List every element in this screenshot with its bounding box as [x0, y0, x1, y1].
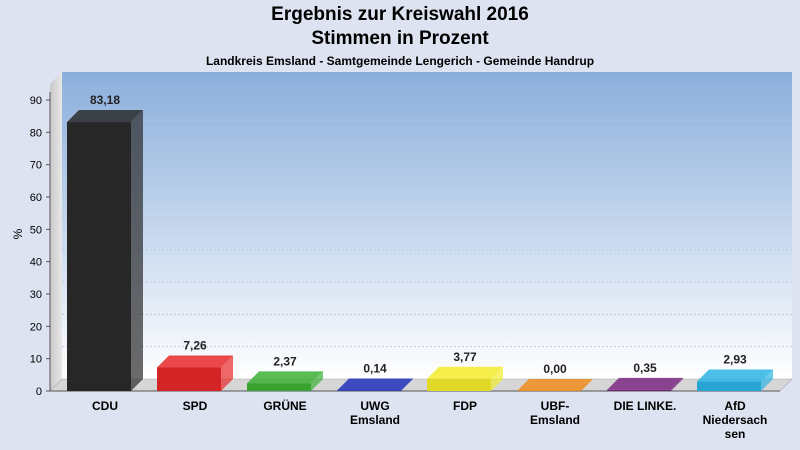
bar-top [337, 378, 413, 391]
bar-top [67, 110, 143, 123]
bar [67, 110, 143, 392]
bar-shade [427, 378, 491, 391]
value-label: 0,14 [363, 362, 387, 376]
y-tick-label: 50 [30, 224, 42, 236]
y-tick-label: 10 [30, 354, 42, 366]
bar [697, 369, 773, 391]
x-tick-label-line: CDU [92, 399, 118, 413]
bar [157, 355, 233, 391]
value-label: 3,77 [453, 350, 477, 364]
bar-shade [607, 389, 671, 391]
x-tick-label-line: GRÜNE [263, 398, 306, 413]
bar-front [157, 367, 221, 391]
bar-front [607, 389, 671, 391]
x-tick-label-line: DIE LINKE. [614, 399, 677, 413]
x-tick-label: CDU [92, 399, 118, 413]
x-tick-label-line: Emsland [530, 413, 580, 427]
bar-top [247, 371, 323, 384]
chart-subtitle: Landkreis Emsland - Samtgemeinde Lengeri… [205, 54, 595, 68]
y-tick-label: 30 [30, 289, 42, 301]
bar [247, 371, 323, 391]
y-tick-label: 40 [30, 257, 42, 269]
x-tick-label: GRÜNE [263, 398, 306, 413]
y-tick-label: 80 [30, 127, 42, 139]
bar-shade [247, 383, 311, 391]
plot-side-wall [50, 72, 62, 391]
y-tick-label: 70 [30, 160, 42, 172]
bar-shade [157, 367, 221, 391]
x-tick-label: DIE LINKE. [614, 399, 677, 413]
bar-front [427, 378, 491, 391]
plot-frame [49, 72, 793, 392]
bar-side [761, 369, 773, 391]
bar-top [427, 366, 503, 379]
bar-side [311, 371, 323, 391]
bar-front [67, 122, 131, 392]
y-tick-label: 20 [30, 321, 42, 333]
bar-top [607, 377, 683, 390]
y-tick-label: 0 [36, 386, 42, 398]
gridlines [62, 87, 792, 348]
x-tick-label: UBF-Emsland [530, 399, 580, 427]
y-axis-label: % [11, 228, 25, 239]
bar-shade [67, 122, 131, 391]
x-tick-label-line: Niedersach [703, 413, 768, 427]
x-tick-label-line: FDP [453, 399, 477, 413]
bar-top [517, 379, 593, 391]
bar [427, 366, 503, 391]
bar-top [157, 355, 233, 368]
bar-shade [697, 381, 761, 391]
value-label: 7,26 [183, 339, 207, 353]
x-tick-label: AfD Niedersach sen [703, 399, 768, 441]
bar-side [131, 110, 143, 391]
value-labels: 83,18 7,26 2,37 0,14 3,77 0,00 0,35 2,93 [90, 93, 747, 376]
value-label: 0,35 [633, 361, 657, 375]
x-tick-label-line: UBF- [541, 399, 570, 413]
x-tick-label-line: SPD [183, 399, 208, 413]
bar-front [247, 383, 311, 391]
bar-side [221, 355, 233, 391]
x-tick-label: SPD [183, 399, 208, 413]
bar [337, 378, 413, 391]
value-label: 2,37 [273, 354, 297, 368]
chart-title: Ergebnis zur Kreiswahl 2016 [271, 4, 529, 25]
bar-top [697, 369, 773, 382]
bar-front [697, 381, 761, 391]
y-axis: 0 10 20 30 40 50 60 70 80 90 [30, 95, 50, 398]
chart-title-line-2: Stimmen in Prozent [311, 28, 489, 49]
x-tick-label: FDP [453, 399, 477, 413]
bar-side [671, 377, 683, 391]
x-tick-label: UWG Emsland [350, 399, 400, 427]
x-tick-label-line: Emsland [350, 413, 400, 427]
x-tick-label-line: sen [725, 427, 746, 441]
bar [607, 377, 683, 391]
bar [517, 379, 593, 391]
x-tick-label-line: AfD [724, 399, 746, 413]
bar-side [491, 366, 503, 391]
value-label: 2,93 [723, 353, 747, 367]
bars [67, 110, 773, 392]
value-label: 83,18 [90, 93, 120, 107]
y-tick-label: 60 [30, 192, 42, 204]
bar-side [401, 378, 413, 391]
plot-back-wall [62, 72, 792, 379]
value-label: 0,00 [543, 362, 567, 376]
y-tick-label: 90 [30, 95, 42, 107]
x-tick-label-line: UWG [360, 399, 389, 413]
